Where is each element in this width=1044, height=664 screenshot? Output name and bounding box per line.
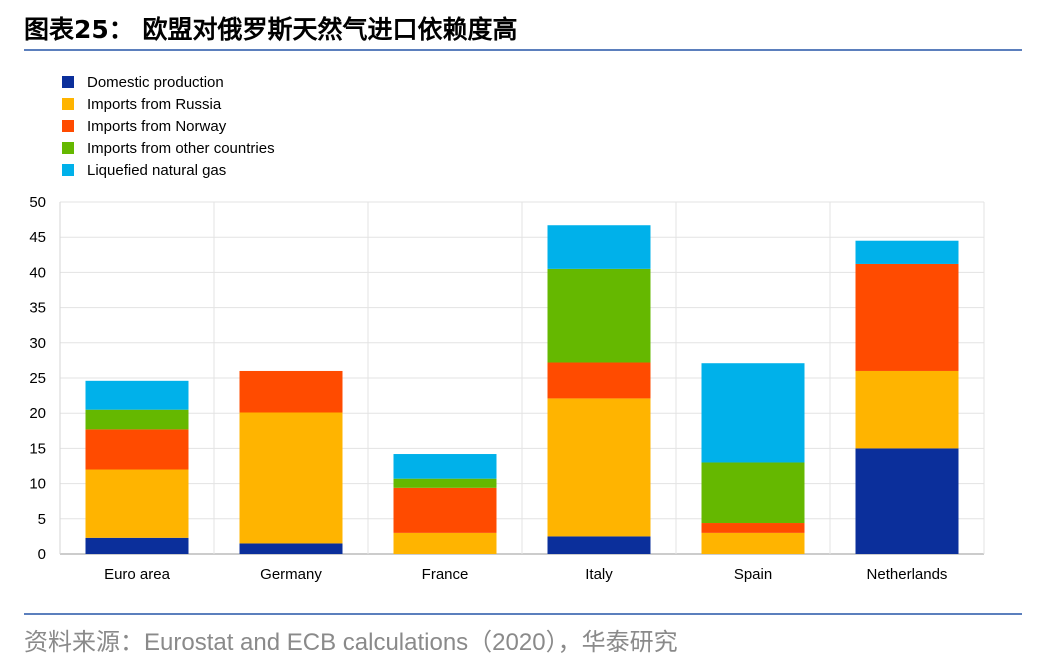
x-tick-label: Netherlands bbox=[867, 566, 948, 583]
bar-segment bbox=[547, 225, 651, 269]
x-tick-label: Germany bbox=[260, 566, 322, 583]
source-note: 资料来源：Eurostat and ECB calculations（2020）… bbox=[24, 629, 678, 656]
bar-segment bbox=[85, 469, 189, 538]
chart-bars bbox=[85, 225, 959, 554]
y-tick-label: 35 bbox=[29, 300, 46, 317]
y-tick-label: 30 bbox=[29, 335, 46, 352]
bar-segment bbox=[701, 532, 805, 554]
footer-rule bbox=[24, 613, 1022, 615]
y-tick-label: 5 bbox=[38, 511, 46, 528]
stacked-bar-chart: Domestic production Imports from Russia Im… bbox=[29, 74, 985, 583]
bar-segment bbox=[239, 543, 343, 554]
bar-segment bbox=[85, 380, 189, 410]
legend-label: Liquefied natural gas bbox=[87, 162, 226, 179]
bar-segment bbox=[393, 478, 497, 488]
x-axis-tick-labels: Euro area Germany France Italy Spain Netherla… bbox=[104, 566, 947, 583]
bar-segment bbox=[239, 412, 343, 544]
bar-segment bbox=[393, 454, 497, 479]
y-axis-tick-labels: 0 5 10 15 20 25 30 35 40 45 50 bbox=[29, 194, 46, 563]
y-tick-label: 20 bbox=[29, 405, 46, 422]
legend-label: Imports from other countries bbox=[87, 140, 275, 157]
bar-segment bbox=[239, 370, 343, 413]
bar-segment bbox=[701, 462, 805, 524]
y-tick-label: 45 bbox=[29, 229, 46, 246]
legend-swatch bbox=[62, 76, 74, 88]
bar-segment bbox=[85, 537, 189, 554]
bar-segment bbox=[393, 487, 497, 533]
y-tick-label: 0 bbox=[38, 546, 46, 563]
y-tick-label: 15 bbox=[29, 440, 46, 457]
bar-segment bbox=[701, 523, 805, 533]
bar-segment bbox=[547, 536, 651, 554]
x-tick-label: Euro area bbox=[104, 566, 171, 583]
bar-segment bbox=[855, 370, 959, 449]
legend-swatch bbox=[62, 120, 74, 132]
chart-grid bbox=[59, 201, 985, 555]
bar-segment bbox=[393, 532, 497, 554]
bar-segment bbox=[85, 409, 189, 430]
legend-label: Imports from Russia bbox=[87, 96, 222, 113]
legend-label: Domestic production bbox=[87, 74, 224, 91]
legend-swatch bbox=[62, 164, 74, 176]
y-tick-label: 25 bbox=[29, 370, 46, 387]
bar-segment bbox=[701, 363, 805, 463]
y-tick-label: 40 bbox=[29, 264, 46, 281]
chart-legend: Domestic production Imports from Russia Im… bbox=[62, 74, 275, 179]
bar-segment bbox=[547, 268, 651, 363]
bar-segment bbox=[85, 429, 189, 470]
bar-segment bbox=[855, 240, 959, 264]
x-tick-label: France bbox=[422, 566, 469, 583]
x-tick-label: Spain bbox=[734, 566, 772, 583]
page-title: 图表25： 欧盟对俄罗斯天然气进口依赖度高 bbox=[24, 15, 518, 44]
bar-segment bbox=[855, 448, 959, 554]
y-tick-label: 50 bbox=[29, 194, 46, 211]
title-rule bbox=[24, 49, 1022, 51]
bar-segment bbox=[855, 263, 959, 371]
legend-swatch bbox=[62, 142, 74, 154]
legend-label: Imports from Norway bbox=[87, 118, 227, 135]
bar-segment bbox=[547, 398, 651, 537]
x-tick-label: Italy bbox=[585, 566, 613, 583]
bar-segment bbox=[547, 362, 651, 399]
legend-swatch bbox=[62, 98, 74, 110]
y-tick-label: 10 bbox=[29, 476, 46, 493]
